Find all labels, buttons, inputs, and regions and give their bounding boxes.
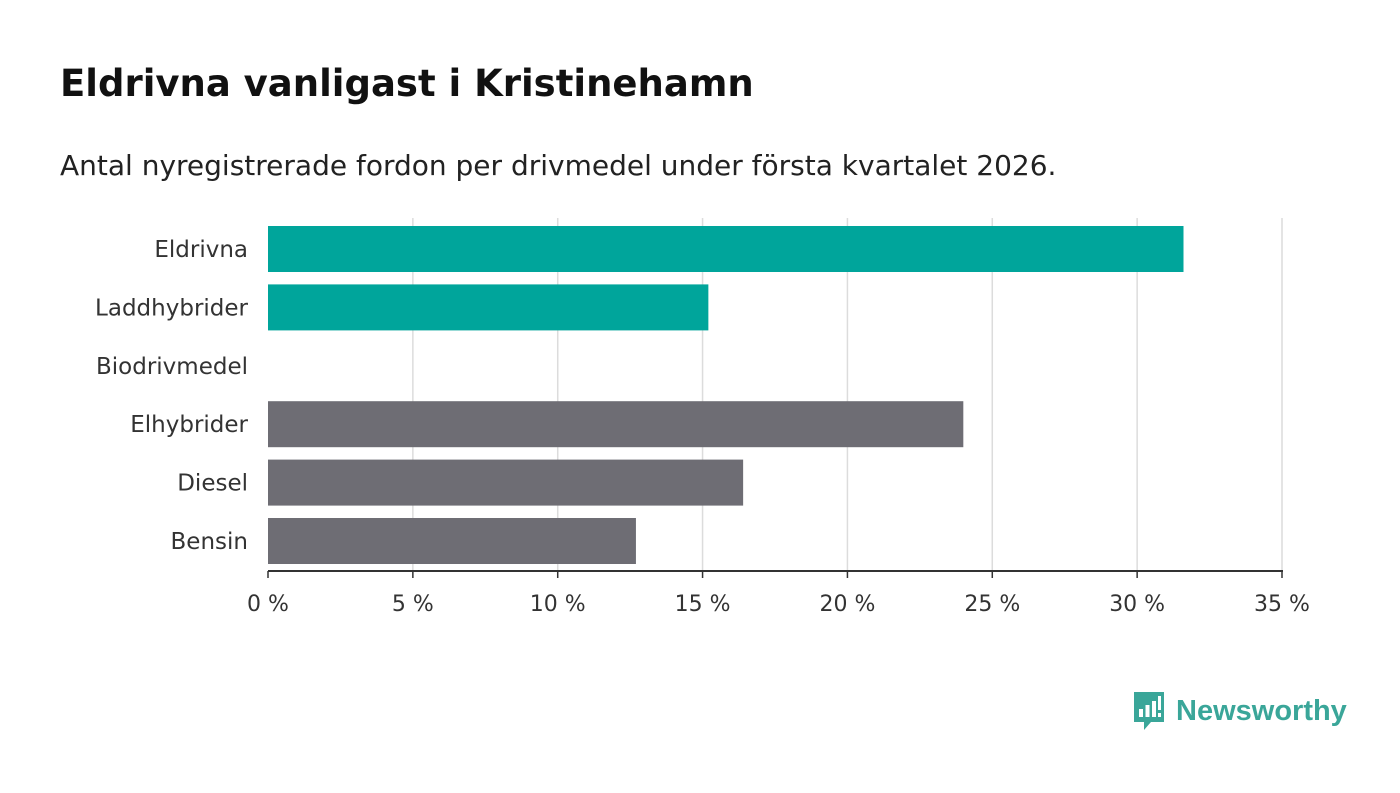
category-label-biodrivmedel: Biodrivmedel (96, 354, 248, 380)
x-tick-label: 30 % (1109, 592, 1165, 617)
grid-lines (412, 218, 1283, 571)
newsworthy-logo-icon (1134, 692, 1164, 730)
category-label-diesel: Diesel (177, 471, 248, 497)
category-label-eldrivna: Eldrivna (154, 237, 248, 263)
chart-subtitle: Antal nyregistrerade fordon per drivmede… (60, 149, 1057, 182)
x-tick-label: 20 % (819, 592, 875, 617)
x-axis: 0 % 5 % 10 % 15 % 20 % 25 % 30 % 35 % (247, 570, 1310, 617)
category-label-laddhybrider: Laddhybrider (95, 295, 248, 321)
brand-name: Newsworthy (1176, 694, 1347, 727)
chart-title: Eldrivna vanligast i Kristinehamn (60, 62, 754, 105)
bar-laddhybrider (268, 284, 709, 331)
x-tick-label: 10 % (530, 592, 586, 617)
x-tick-label: 5 % (392, 592, 434, 617)
x-tick-label: 35 % (1254, 592, 1310, 617)
x-tick-label: 15 % (675, 592, 731, 617)
bar-chart: 0 % 5 % 10 % 15 % 20 % 25 % 30 % 35 % Eldrivna L… (95, 218, 1310, 617)
bar-eldrivna (268, 226, 1184, 272)
x-tick-label: 0 % (247, 592, 289, 617)
bar-elhybrider (268, 401, 964, 448)
bars (268, 226, 1184, 564)
x-tick-label: 25 % (964, 592, 1020, 617)
category-labels: Eldrivna Laddhybrider Biodrivmedel Elhybrid… (95, 237, 248, 555)
bar-bensin (268, 518, 636, 564)
newsworthy-brand: Newsworthy (1132, 690, 1347, 732)
category-label-elhybrider: Elhybrider (130, 412, 248, 438)
bar-diesel (268, 459, 744, 506)
category-label-bensin: Bensin (171, 529, 248, 555)
